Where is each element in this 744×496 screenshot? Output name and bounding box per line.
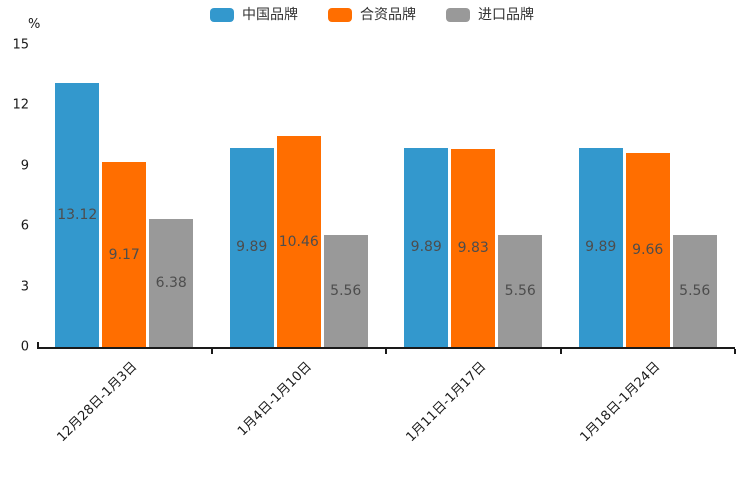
y-tick-label: 6 — [20, 218, 29, 234]
bar-中国品牌-2: 9.89 — [404, 147, 449, 347]
bar-进口品牌-0: 6.38 — [149, 218, 194, 347]
legend-swatch-icon — [328, 8, 352, 22]
bar-合资品牌-0: 9.17 — [102, 162, 147, 347]
legend-swatch-icon — [446, 8, 470, 22]
bar-value-label: 9.89 — [585, 239, 617, 256]
x-axis-tick — [385, 349, 387, 354]
bar-合资品牌-1: 10.46 — [276, 136, 321, 347]
axis-corner-tick — [37, 342, 39, 349]
bar-进口品牌-3: 5.56 — [672, 235, 717, 347]
legend-item-label: 中国品牌 — [242, 7, 298, 23]
y-tick-label: 0 — [20, 339, 29, 355]
x-axis-tick — [559, 349, 562, 354]
x-category-label: 12月28日-1月3日 — [54, 359, 141, 446]
x-category-label: 1月18日-1月24日 — [577, 359, 664, 446]
x-category-label: 1月4日-1月10日 — [234, 359, 315, 440]
bar-value-label: 9.66 — [632, 241, 664, 258]
legend-item-2[interactable]: 进口品牌 — [446, 8, 534, 22]
bar-value-label: 9.89 — [410, 239, 442, 256]
legend-swatch-icon — [210, 8, 234, 22]
y-tick-label: 9 — [20, 158, 29, 174]
bar-合资品牌-2: 9.83 — [451, 149, 496, 347]
y-tick-label: 15 — [12, 37, 29, 53]
bar-进口品牌-2: 5.56 — [498, 235, 543, 347]
bar-value-label: 13.12 — [57, 206, 98, 223]
y-tick-label: 3 — [20, 279, 29, 295]
bar-中国品牌-1: 9.89 — [229, 147, 274, 347]
y-axis-unit-label: % — [28, 17, 41, 32]
bar-value-label: 5.56 — [504, 283, 536, 300]
x-axis-tick — [210, 349, 213, 354]
bar-value-label: 9.83 — [457, 240, 489, 257]
legend-item-label: 合资品牌 — [360, 7, 416, 23]
bar-中国品牌-3: 9.89 — [578, 147, 623, 347]
bar-value-label: 9.17 — [108, 246, 140, 263]
legend-item-label: 进口品牌 — [478, 7, 534, 23]
bar-value-label: 6.38 — [155, 274, 187, 291]
legend-item-0[interactable]: 中国品牌 — [210, 8, 298, 22]
legend-item-1[interactable]: 合资品牌 — [328, 8, 416, 22]
plot-area: 13.12 9.17 6.38 9.89 10.46 5.56 9.89 9.83 5.56 9.… — [37, 45, 735, 349]
x-axis-tick — [734, 349, 736, 354]
bar-中国品牌-0: 13.12 — [55, 82, 100, 347]
bar-进口品牌-1: 5.56 — [323, 235, 368, 347]
bar-value-label: 5.56 — [679, 283, 711, 300]
bar-合资品牌-3: 9.66 — [625, 152, 670, 347]
bar-value-label: 5.56 — [330, 283, 362, 300]
bar-value-label: 10.46 — [278, 233, 319, 250]
legend: 中国品牌 合资品牌 进口品牌 — [0, 8, 744, 22]
y-tick-label: 12 — [12, 97, 29, 113]
x-category-label: 1月11日-1月17日 — [403, 359, 490, 446]
bar-value-label: 9.89 — [236, 239, 268, 256]
